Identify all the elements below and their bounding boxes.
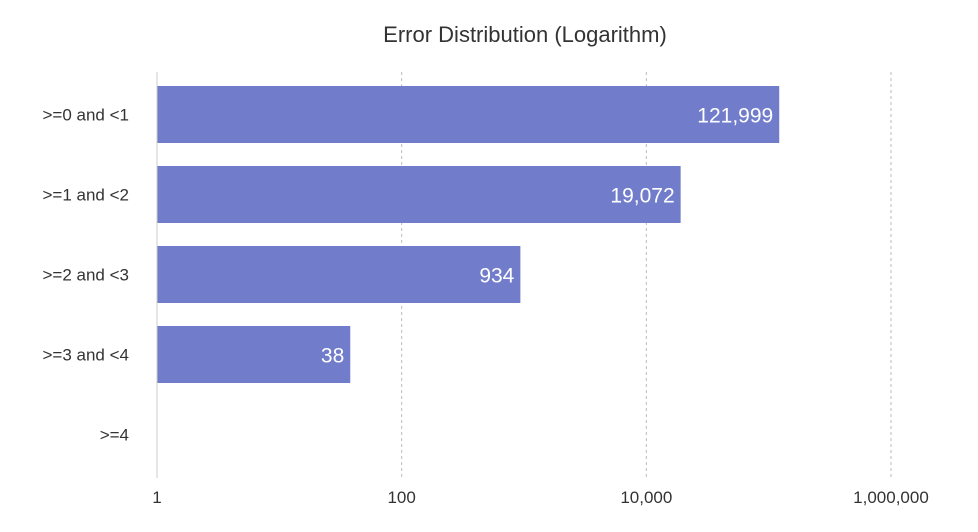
bar-value-label: 121,999 bbox=[697, 105, 773, 128]
x-tick-label: 1,000,000 bbox=[853, 488, 929, 507]
bar bbox=[157, 86, 780, 143]
x-tick-label: 10,000 bbox=[620, 488, 672, 507]
x-tick-label: 100 bbox=[387, 488, 415, 507]
bar bbox=[157, 326, 351, 383]
chart-title: Error Distribution (Logarithm) bbox=[383, 22, 667, 47]
x-tick-label: 1 bbox=[152, 488, 161, 507]
bar-value-label: 38 bbox=[321, 345, 344, 368]
bar bbox=[157, 166, 681, 223]
bar bbox=[157, 246, 521, 303]
bars: 121,999 19,072 934 38 bbox=[157, 86, 780, 383]
bar-value-label: 934 bbox=[479, 265, 514, 288]
y-category-label: >=2 and <3 bbox=[42, 266, 129, 285]
y-category-label: >=1 and <2 bbox=[42, 186, 129, 205]
y-category-label: >=0 and <1 bbox=[42, 106, 129, 125]
y-category-label: >=3 and <4 bbox=[42, 346, 129, 365]
y-category-label: >=4 bbox=[100, 426, 129, 445]
bar-value-label: 19,072 bbox=[610, 185, 674, 208]
axes: 1 100 10,000 1,000,000 >=0 and <1 >=1 and <2 >… bbox=[42, 72, 929, 507]
